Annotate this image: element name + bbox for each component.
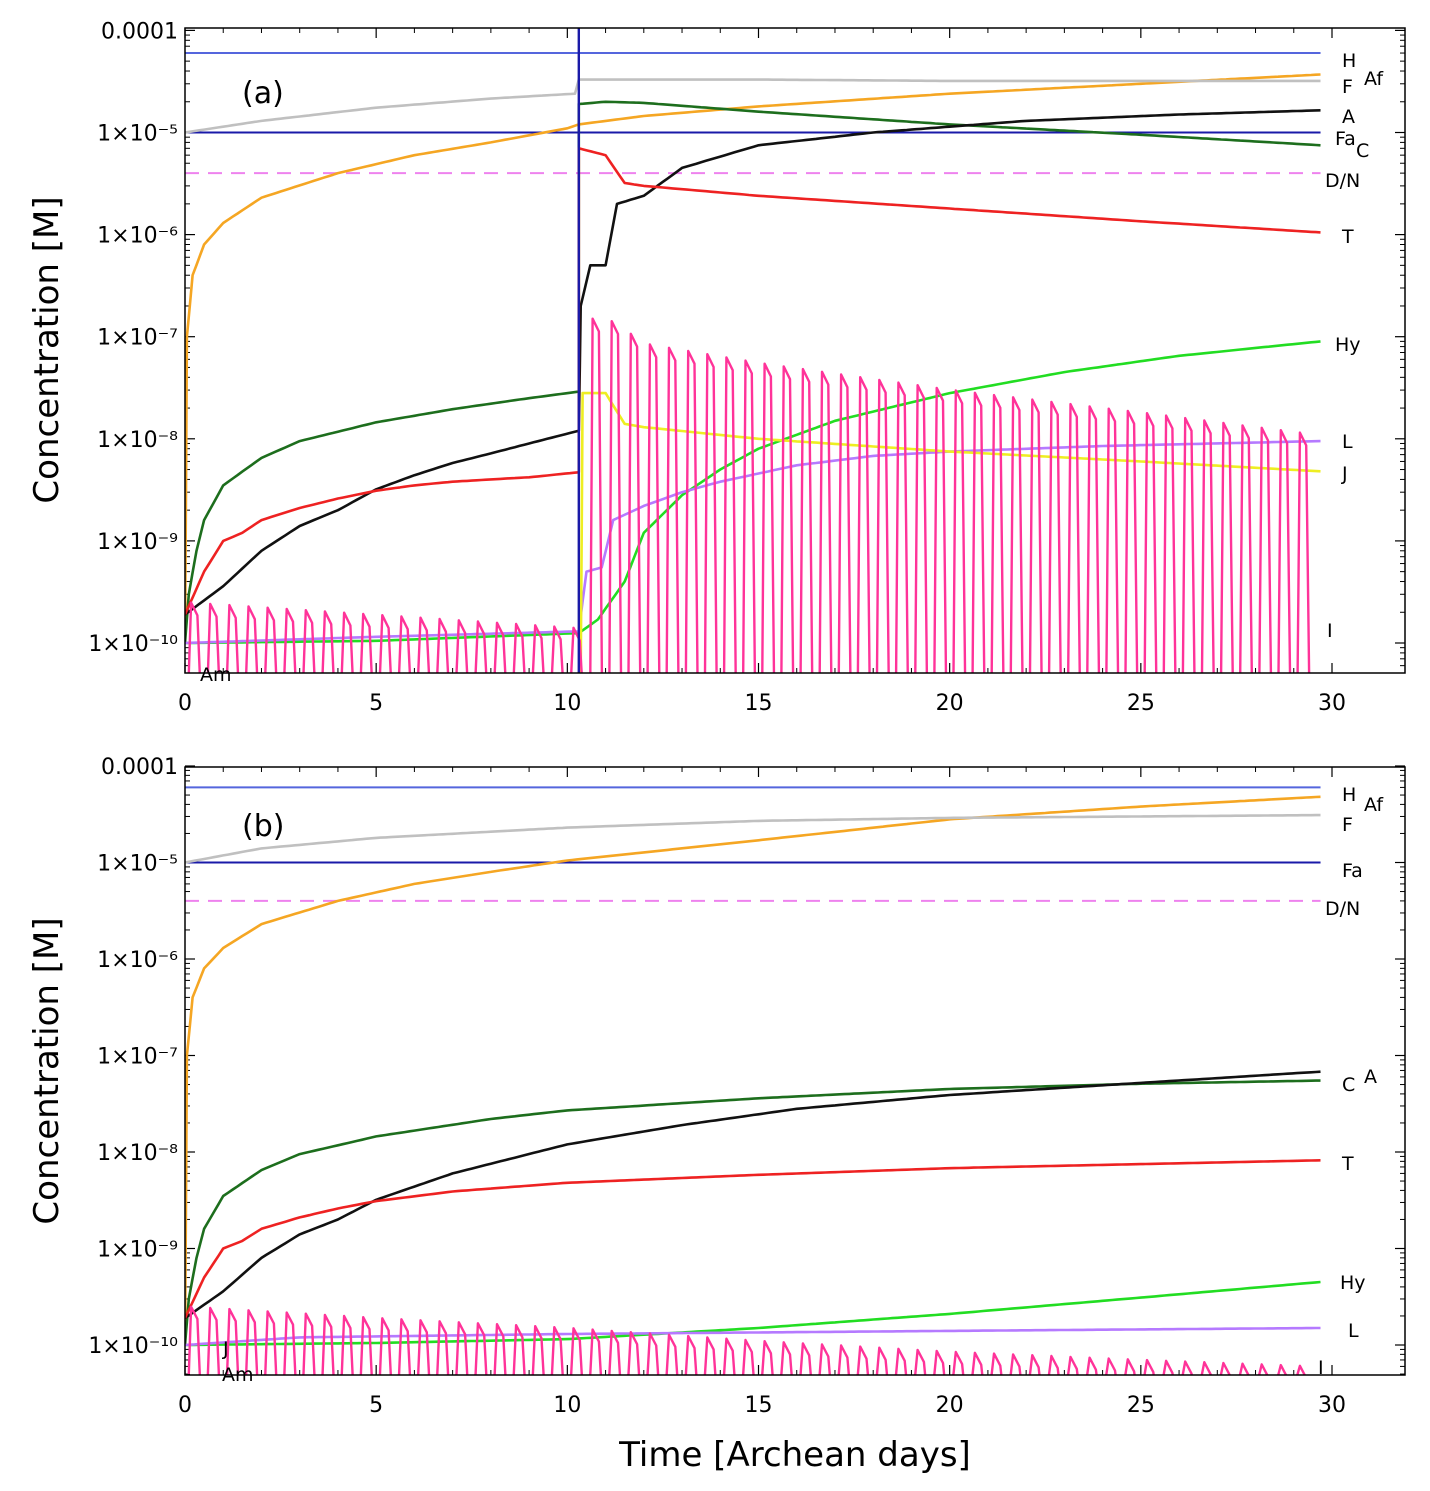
label-hy-b: Hy bbox=[1340, 1272, 1366, 1294]
label-hy-a: Hy bbox=[1335, 334, 1361, 356]
y-tick-labels-b: 1×10⁻¹⁰ 1×10⁻⁹ 1×10⁻⁸ 1×10⁻⁷ 1×10⁻⁶ 1×10⁻⁵ 0.0… bbox=[88, 755, 178, 1359]
series-a bbox=[185, 109, 1321, 616]
y-tick-label: 1×10⁻⁷ bbox=[97, 326, 178, 351]
x-tick-label: 10 bbox=[553, 1393, 581, 1418]
y-tick-label: 1×10⁻⁵ bbox=[97, 122, 178, 147]
plot-frame-a bbox=[184, 27, 1406, 674]
series-b bbox=[185, 786, 1321, 1375]
label-am-b: Am bbox=[222, 1364, 254, 1386]
series-i bbox=[187, 317, 1311, 673]
label-a-b: A bbox=[1364, 1066, 1377, 1088]
label-f-b: F bbox=[1342, 814, 1353, 836]
panel-label-b: (b) bbox=[242, 809, 284, 844]
x-tick-label: 30 bbox=[1318, 1393, 1346, 1418]
panel-a: (a) 1×10⁻¹⁰1×10⁻⁹1×10⁻⁸1×10⁻⁷1×10⁻⁶1×10⁻… bbox=[88, 19, 1406, 716]
x-tick-labels-b: 0 5 10 15 20 25 30 bbox=[178, 1393, 1346, 1418]
x-tick-label: 0 bbox=[178, 1393, 192, 1418]
y-tick-label: 0.0001 bbox=[101, 755, 178, 780]
y-tick-label: 1×10⁻⁵ bbox=[97, 852, 178, 877]
label-c-a: C bbox=[1356, 140, 1369, 162]
label-fa-b: Fa bbox=[1342, 860, 1363, 882]
y-tick-label: 1×10⁻⁹ bbox=[97, 1238, 178, 1263]
x-tick-label: 30 bbox=[1318, 691, 1346, 716]
label-l-a: L bbox=[1342, 431, 1353, 453]
label-h-a: H bbox=[1342, 50, 1356, 72]
label-af-a: Af bbox=[1364, 68, 1384, 90]
curve-labels-a: H Af F A Fa C D/N T Hy L J I Am bbox=[200, 50, 1384, 686]
label-t-a: T bbox=[1341, 226, 1354, 248]
series-l bbox=[185, 439, 1321, 645]
label-j-b: J bbox=[222, 1338, 229, 1360]
x-tick-label: 25 bbox=[1127, 1393, 1155, 1418]
label-dn-b: D/N bbox=[1325, 898, 1360, 920]
y-tick-label: 1×10⁻⁸ bbox=[97, 1141, 178, 1166]
series-l bbox=[185, 1326, 1321, 1347]
label-i-b: I bbox=[1318, 1357, 1324, 1379]
label-c-b: C bbox=[1342, 1074, 1355, 1096]
series-af bbox=[185, 795, 1321, 1346]
series-t bbox=[185, 147, 1321, 616]
label-f-a: F bbox=[1342, 76, 1353, 98]
label-t-b: T bbox=[1341, 1153, 1354, 1175]
y-tick-label: 1×10⁻⁹ bbox=[97, 530, 178, 555]
x-axis-title: Time [Archean days] bbox=[618, 1435, 971, 1475]
x-tick-label: 20 bbox=[936, 1393, 964, 1418]
label-i-a: I bbox=[1327, 620, 1333, 642]
y-tick-labels-a: 1×10⁻¹⁰ 1×10⁻⁹ 1×10⁻⁸ 1×10⁻⁷ 1×10⁻⁶ 1×10⁻⁵ 0.0… bbox=[88, 19, 178, 657]
plot-frame-b bbox=[184, 766, 1406, 1376]
panel-b: (b) 1×10⁻¹⁰1×10⁻⁹1×10⁻⁸1×10⁻⁷1×10⁻⁶1×10⁻… bbox=[88, 755, 1406, 1418]
x-tick-label: 15 bbox=[745, 691, 773, 716]
x-tick-labels-a: 0 5 10 15 20 25 30 bbox=[178, 691, 1346, 716]
series-hy bbox=[185, 340, 1321, 645]
y-axis-title-b: Concentration [M] bbox=[27, 917, 67, 1224]
series-f bbox=[185, 813, 1321, 864]
label-dn-a: D/N bbox=[1325, 170, 1360, 192]
x-tick-label: 5 bbox=[369, 691, 383, 716]
series-t bbox=[185, 1159, 1321, 1319]
curve-labels-b: H Af F Fa D/N C A T Hy L I J Am bbox=[222, 784, 1384, 1386]
label-am-a: Am bbox=[200, 664, 232, 686]
series-a bbox=[185, 28, 1321, 673]
y-tick-label: 1×10⁻¹⁰ bbox=[88, 632, 178, 657]
y-tick-label: 0.0001 bbox=[101, 19, 178, 44]
y-tick-label: 1×10⁻¹⁰ bbox=[88, 1334, 178, 1359]
series-i bbox=[187, 1305, 1307, 1375]
series-f bbox=[185, 78, 1321, 134]
x-tick-label: 25 bbox=[1127, 691, 1155, 716]
y-tick-label: 1×10⁻⁶ bbox=[97, 224, 178, 249]
series-c bbox=[185, 100, 1321, 644]
y-tick-label: 1×10⁻⁶ bbox=[97, 948, 178, 973]
label-af-b: Af bbox=[1364, 794, 1384, 816]
label-l-b: L bbox=[1348, 1320, 1359, 1342]
y-tick-label: 1×10⁻⁸ bbox=[97, 428, 178, 453]
x-tick-label: 5 bbox=[369, 1393, 383, 1418]
y-tick-label: 1×10⁻⁷ bbox=[97, 1045, 178, 1070]
series-hy bbox=[185, 1280, 1321, 1347]
x-tick-label: 0 bbox=[178, 691, 192, 716]
x-tick-label: 20 bbox=[936, 691, 964, 716]
y-axis-title-a: Concentration [M] bbox=[27, 196, 67, 503]
panel-label-a: (a) bbox=[242, 76, 284, 111]
label-fa-a: Fa bbox=[1335, 128, 1356, 150]
x-tick-label: 15 bbox=[745, 1393, 773, 1418]
x-tick-label: 10 bbox=[553, 691, 581, 716]
label-j-a: J bbox=[1341, 463, 1348, 485]
label-h-b: H bbox=[1342, 784, 1356, 806]
series-j bbox=[579, 391, 1321, 673]
series-af bbox=[185, 73, 1321, 644]
label-a-a: A bbox=[1342, 106, 1355, 128]
